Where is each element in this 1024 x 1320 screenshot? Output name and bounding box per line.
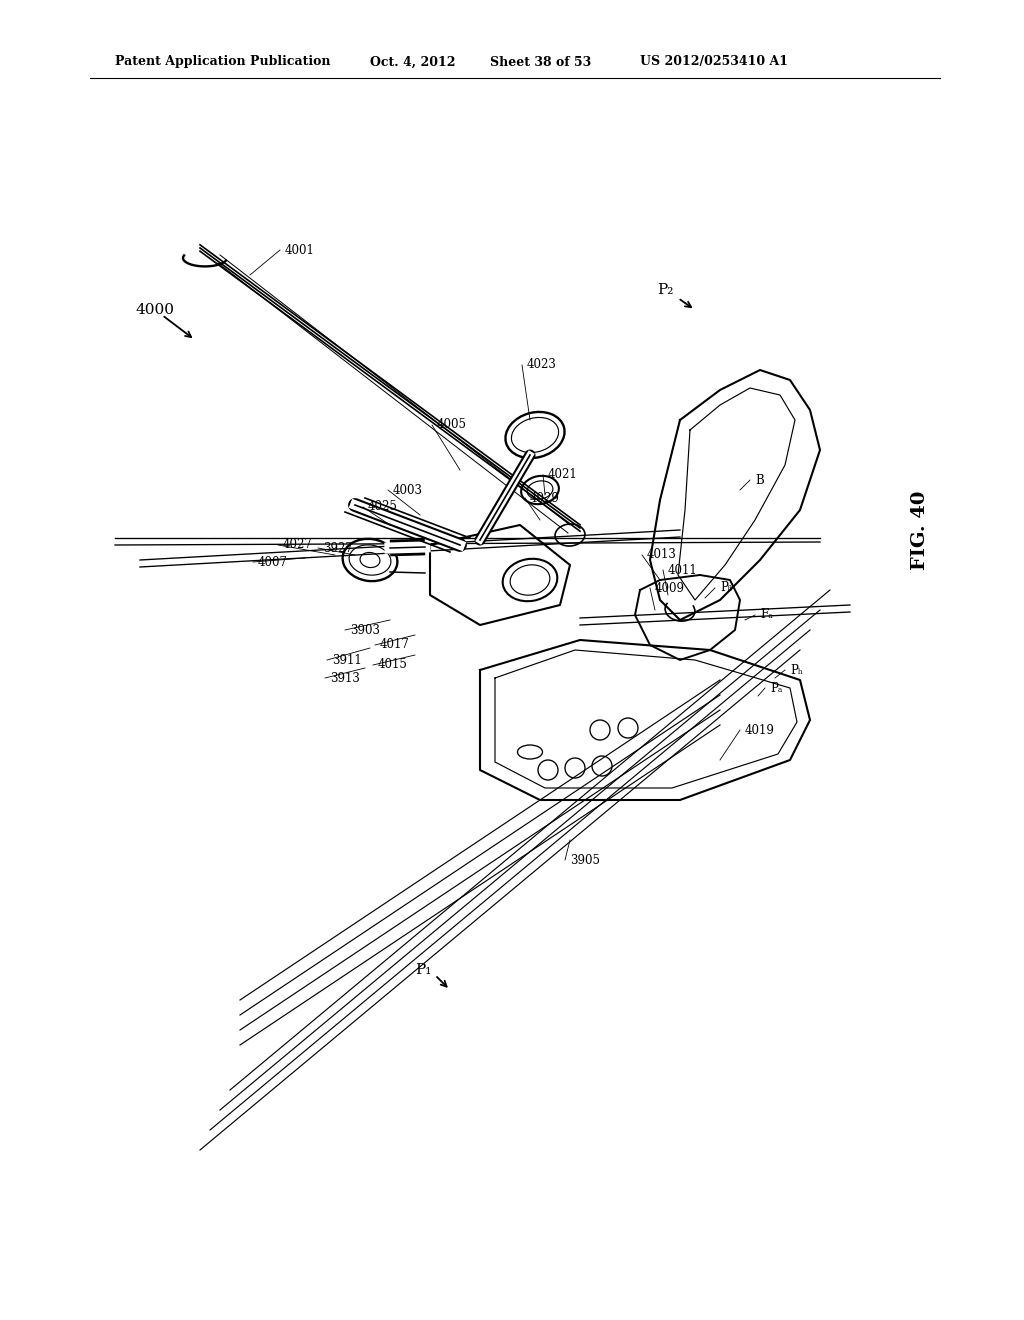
Text: Pₕ: Pₕ [790, 664, 803, 676]
Text: 4003: 4003 [393, 483, 423, 496]
Text: 3903: 3903 [350, 623, 380, 636]
Text: FIG. 40: FIG. 40 [911, 490, 929, 570]
Text: B: B [755, 474, 764, 487]
Text: 3927: 3927 [323, 541, 353, 554]
Text: 4021: 4021 [548, 469, 578, 482]
Text: P₂: P₂ [657, 282, 674, 297]
Text: 4015: 4015 [378, 659, 408, 672]
Text: 4011: 4011 [668, 564, 697, 577]
Text: 4025: 4025 [368, 500, 398, 513]
Text: Sheet 38 of 53: Sheet 38 of 53 [490, 55, 591, 69]
Text: 4027: 4027 [283, 539, 313, 552]
Text: 4005: 4005 [437, 418, 467, 432]
Text: 3905: 3905 [570, 854, 600, 866]
Text: 3913: 3913 [330, 672, 359, 685]
Text: US 2012/0253410 A1: US 2012/0253410 A1 [640, 55, 788, 69]
Text: 4013: 4013 [647, 549, 677, 561]
Text: 4029: 4029 [530, 491, 560, 504]
Text: 4017: 4017 [380, 639, 410, 652]
Text: 3911: 3911 [332, 653, 361, 667]
Text: Oct. 4, 2012: Oct. 4, 2012 [370, 55, 456, 69]
Text: 4007: 4007 [258, 556, 288, 569]
Text: 4019: 4019 [745, 723, 775, 737]
Text: 4001: 4001 [285, 243, 314, 256]
Text: 4023: 4023 [527, 359, 557, 371]
Text: Pᵦ: Pᵦ [720, 582, 732, 594]
Text: P₁: P₁ [415, 964, 431, 977]
Text: 4009: 4009 [655, 582, 685, 594]
Text: Pₐ: Pₐ [770, 681, 782, 694]
Text: Patent Application Publication: Patent Application Publication [115, 55, 331, 69]
Text: 4000: 4000 [135, 304, 174, 317]
Text: Fₐ: Fₐ [760, 609, 773, 622]
